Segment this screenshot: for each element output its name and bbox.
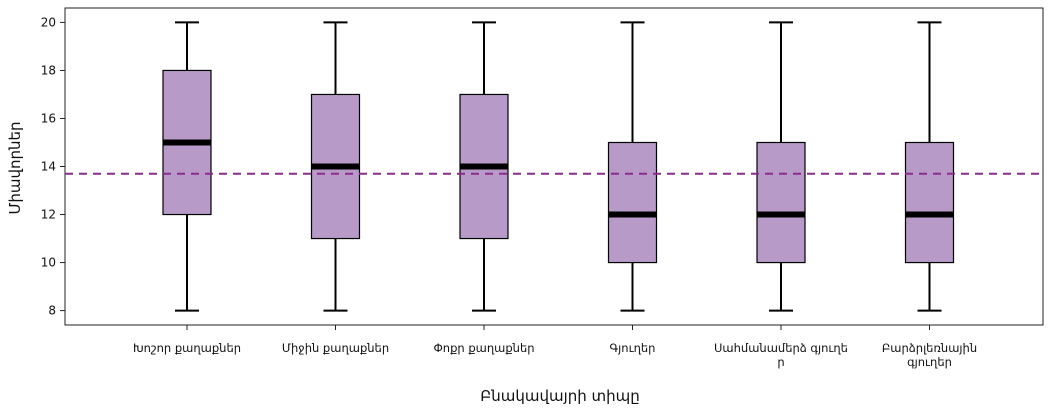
x-category-label: Բարձրլեռնային xyxy=(882,341,977,355)
x-category-label: Փոքր քաղաքներ xyxy=(433,341,534,355)
x-category-label: գյուղեր xyxy=(907,355,952,369)
box-iqr xyxy=(607,141,658,264)
y-tick-label: 20 xyxy=(41,15,56,29)
y-tick-label: 8 xyxy=(48,304,56,318)
y-tick-label: 12 xyxy=(41,208,56,222)
x-category-label: Գյուղեր xyxy=(610,341,656,355)
x-category-label: Խոշոր քաղաքներ xyxy=(133,341,241,355)
y-axis-title: Միավորներ xyxy=(6,121,24,214)
box-iqr xyxy=(756,141,806,264)
y-tick-label: 16 xyxy=(41,111,56,125)
x-category-label: Միջին քաղաքներ xyxy=(282,341,389,355)
x-axis-title: Բնակավայրի տիպը xyxy=(480,387,639,405)
y-tick-label: 18 xyxy=(41,63,56,77)
x-category-label: ր xyxy=(777,355,784,369)
y-tick-label: 10 xyxy=(41,256,56,270)
plot-frame xyxy=(64,7,1044,326)
y-tick-label: 14 xyxy=(41,160,56,174)
box-iqr xyxy=(904,141,955,264)
x-category-label: Սահմանամերձ գյուղե xyxy=(714,341,848,355)
